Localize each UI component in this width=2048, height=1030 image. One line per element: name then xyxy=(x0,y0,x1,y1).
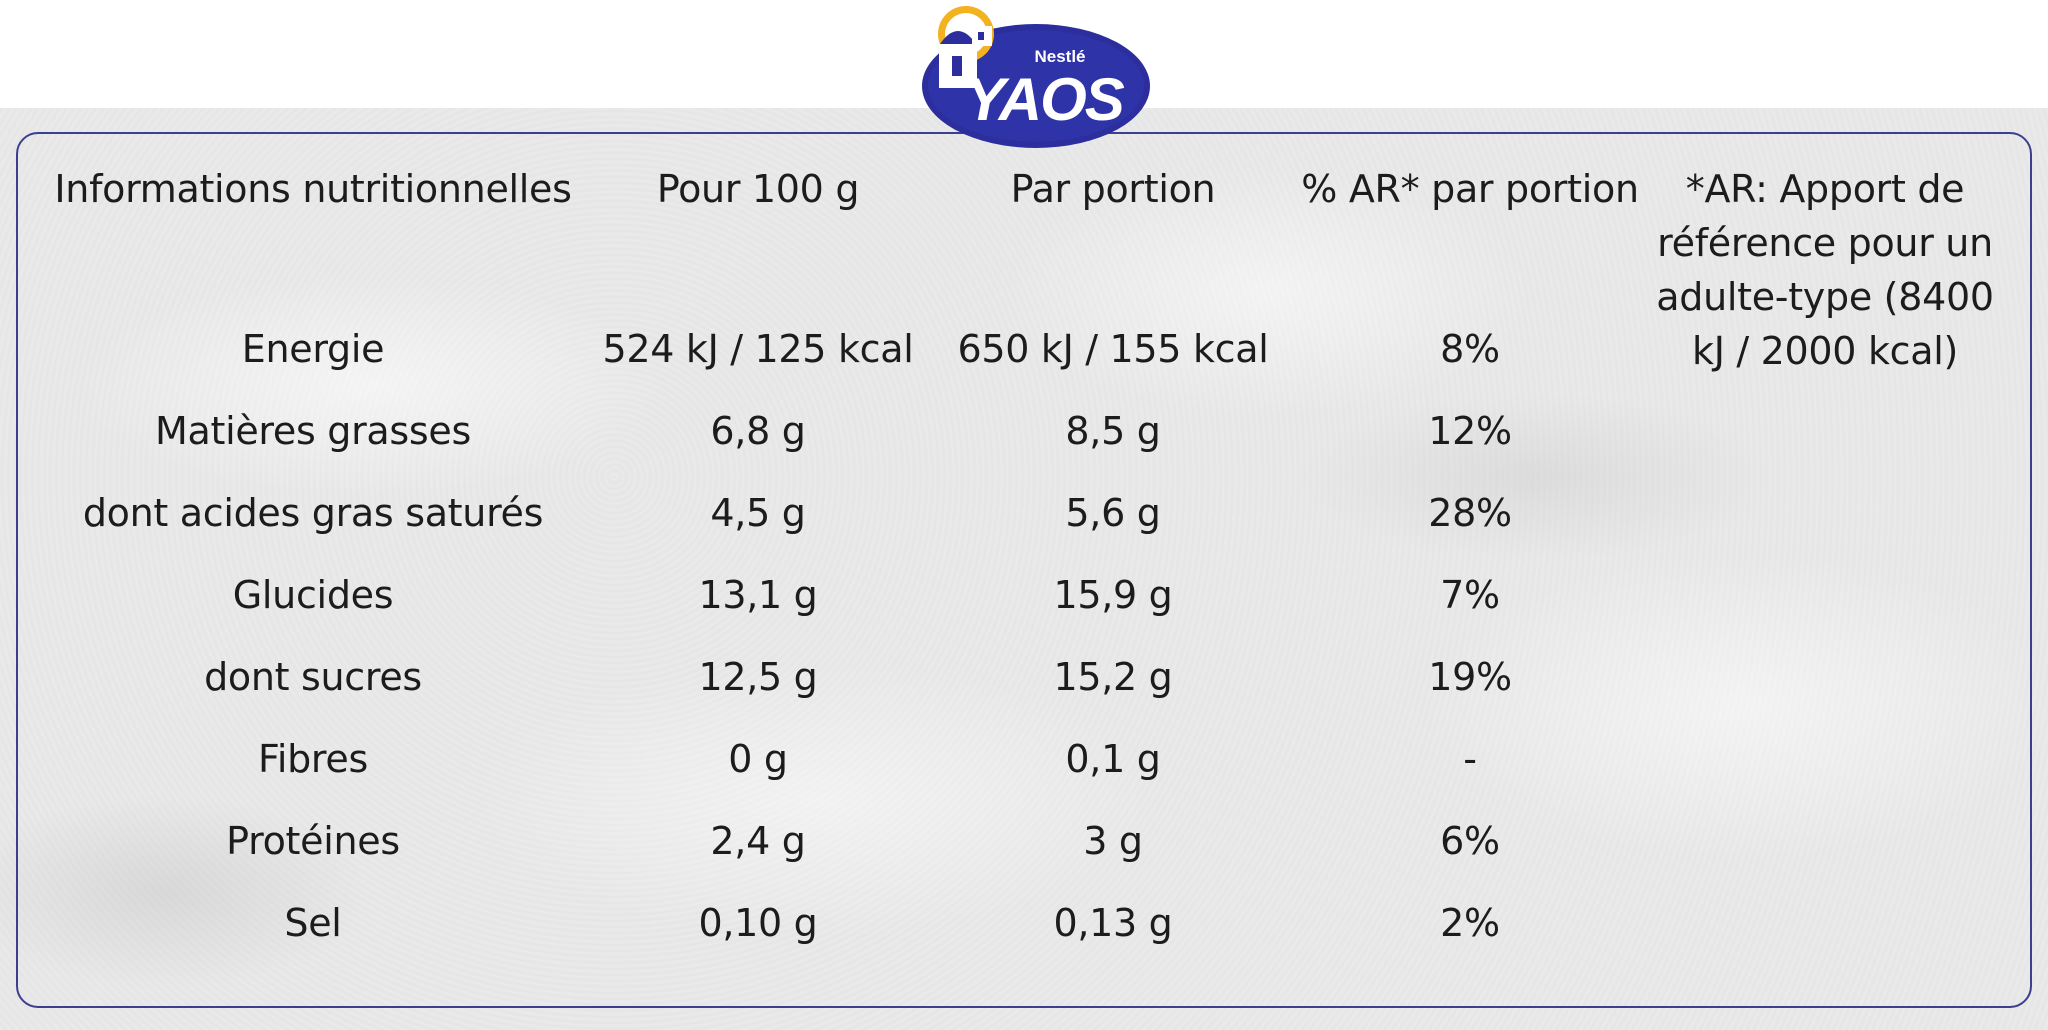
row-per100g-sel: 0,10 g xyxy=(698,901,818,945)
row-per100g-glucides: 13,1 g xyxy=(698,573,818,617)
row-ar-sel: 2% xyxy=(1440,901,1500,945)
row-ar-fibres: - xyxy=(1463,737,1477,781)
row-perportion-fibres: 0,1 g xyxy=(1065,737,1161,781)
row-ar-glucides: 7% xyxy=(1440,573,1500,617)
row-ar-energie: 8% xyxy=(1440,327,1500,371)
row-label-energie: Energie xyxy=(241,327,385,371)
row-perportion-proteines: 3 g xyxy=(1083,819,1143,863)
row-label-sucres: dont sucres xyxy=(204,655,422,699)
row-per100g-sucres: 12,5 g xyxy=(698,655,818,699)
row-label-fibres: Fibres xyxy=(258,737,368,781)
row-per100g-energie: 524 kJ / 125 kcal xyxy=(602,327,914,371)
row-per100g-fibres: 0 g xyxy=(728,737,788,781)
row-per100g-proteines: 2,4 g xyxy=(710,819,806,863)
row-per100g-acides-gras-satures: 4,5 g xyxy=(710,491,806,535)
row-label-glucides: Glucides xyxy=(232,573,394,617)
logo-brand-text: YAOS xyxy=(965,66,1125,133)
header-nutrition-info: Informations nutritionnelles xyxy=(54,167,572,211)
yaos-logo: Nestlé YAOS xyxy=(922,6,1150,148)
header-ar-percent: % AR* par portion xyxy=(1301,167,1639,211)
row-perportion-sel: 0,13 g xyxy=(1053,901,1173,945)
row-perportion-acides-gras-satures: 5,6 g xyxy=(1065,491,1161,535)
row-ar-sucres: 19% xyxy=(1428,655,1512,699)
header-per-portion: Par portion xyxy=(1010,167,1216,211)
row-per100g-matieres-grasses: 6,8 g xyxy=(710,409,806,453)
logo-maker-text: Nestlé xyxy=(1034,47,1085,66)
row-ar-matieres-grasses: 12% xyxy=(1428,409,1512,453)
row-perportion-energie: 650 kJ / 155 kcal xyxy=(957,327,1269,371)
row-ar-proteines: 6% xyxy=(1440,819,1500,863)
row-ar-acides-gras-satures: 28% xyxy=(1428,491,1512,535)
row-label-acides-gras-satures: dont acides gras saturés xyxy=(82,491,544,535)
row-perportion-sucres: 15,2 g xyxy=(1053,655,1173,699)
ar-footnote: *AR: Apport de référence pour un adulte-… xyxy=(1656,167,1994,373)
row-label-matieres-grasses: Matières grasses xyxy=(155,409,471,453)
textured-background xyxy=(0,108,2048,1030)
row-label-sel: Sel xyxy=(284,901,342,945)
row-perportion-matieres-grasses: 8,5 g xyxy=(1065,409,1161,453)
row-perportion-glucides: 15,9 g xyxy=(1053,573,1173,617)
header-per-100g: Pour 100 g xyxy=(656,167,860,211)
row-label-proteines: Protéines xyxy=(226,819,400,863)
